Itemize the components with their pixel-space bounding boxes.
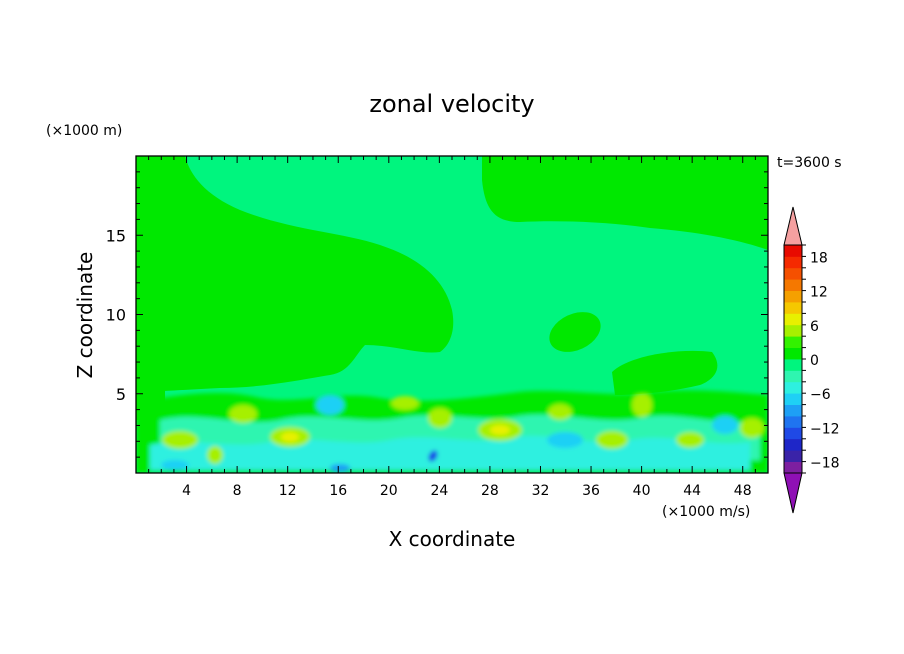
colorbar: 18 12 6 0 −6 −12 −18	[783, 206, 840, 514]
colorbar-segment	[784, 370, 802, 383]
x-tick-label: 28	[481, 483, 499, 499]
x-tick-label: 16	[329, 483, 347, 499]
y-ticks: 5 10 15	[106, 171, 768, 458]
colorbar-segment	[784, 313, 802, 326]
x-tick-label: 20	[380, 483, 398, 499]
x-tick-label: 44	[683, 483, 701, 499]
x-ticks: 4 8 12 16 20 24 28 32 36 40 44 48	[148, 156, 756, 499]
colorbar-segment	[784, 450, 802, 462]
colorbar-tick-label: −12	[810, 421, 840, 437]
x-tick-label: 48	[734, 483, 752, 499]
colorbar-segment	[784, 393, 802, 405]
colorbar-segment	[784, 256, 802, 269]
colorbar-segment	[784, 416, 802, 428]
colorbar-segment	[784, 279, 802, 291]
boundary-layer	[136, 390, 768, 473]
colorbar-segment	[784, 347, 802, 360]
y-tick-label: 15	[106, 226, 126, 245]
x-tick-label: 4	[182, 483, 191, 499]
time-label: t=3600 s	[777, 155, 842, 171]
upper-left-lobe	[136, 156, 454, 392]
colorbar-tick-label: −6	[810, 387, 831, 403]
colorbar-tick-label: 0	[810, 353, 819, 369]
right-mid-lobe	[612, 350, 718, 395]
x-tick-label: 40	[633, 483, 651, 499]
y-axis-label: Z coordinate	[73, 252, 97, 379]
colorbar-segment	[784, 404, 802, 417]
colorbar-tick-label: −18	[810, 456, 840, 472]
y-tick-label: 5	[116, 385, 126, 404]
colorbar-segment	[784, 336, 802, 348]
colorbar-segment	[784, 438, 802, 451]
colorbar-segment	[784, 290, 802, 303]
x-tick-label: 12	[279, 483, 297, 499]
y-tick-label: 10	[106, 306, 126, 325]
colorbar-segment	[784, 461, 802, 474]
x-unit-label: (×1000 m/s)	[662, 504, 750, 520]
colorbar-tick-label: 12	[810, 285, 828, 301]
upper-right-lobe	[482, 156, 768, 250]
colorbar-segment	[784, 302, 802, 314]
x-tick-label: 36	[582, 483, 600, 499]
contour-field	[136, 156, 768, 473]
island-lobe	[549, 312, 601, 352]
y-unit-label: (×1000 m)	[46, 123, 122, 139]
x-tick-label: 32	[532, 483, 550, 499]
colorbar-segment	[784, 324, 802, 337]
x-axis-label: X coordinate	[389, 527, 516, 551]
chart-title: zonal velocity	[369, 90, 534, 118]
x-tick-label: 24	[430, 483, 448, 499]
left-band	[136, 260, 165, 420]
colorbar-over-arrow	[783, 206, 803, 246]
colorbar-under-arrow	[783, 472, 803, 514]
colorbar-tick-label: 6	[810, 319, 819, 335]
x-tick-label: 8	[233, 483, 242, 499]
colorbar-segment	[784, 245, 802, 257]
colorbar-segment	[784, 359, 802, 371]
colorbar-segment	[784, 381, 802, 394]
colorbar-segment	[784, 427, 802, 440]
colorbar-segment	[784, 267, 802, 280]
colorbar-tick-label: 18	[810, 250, 828, 266]
